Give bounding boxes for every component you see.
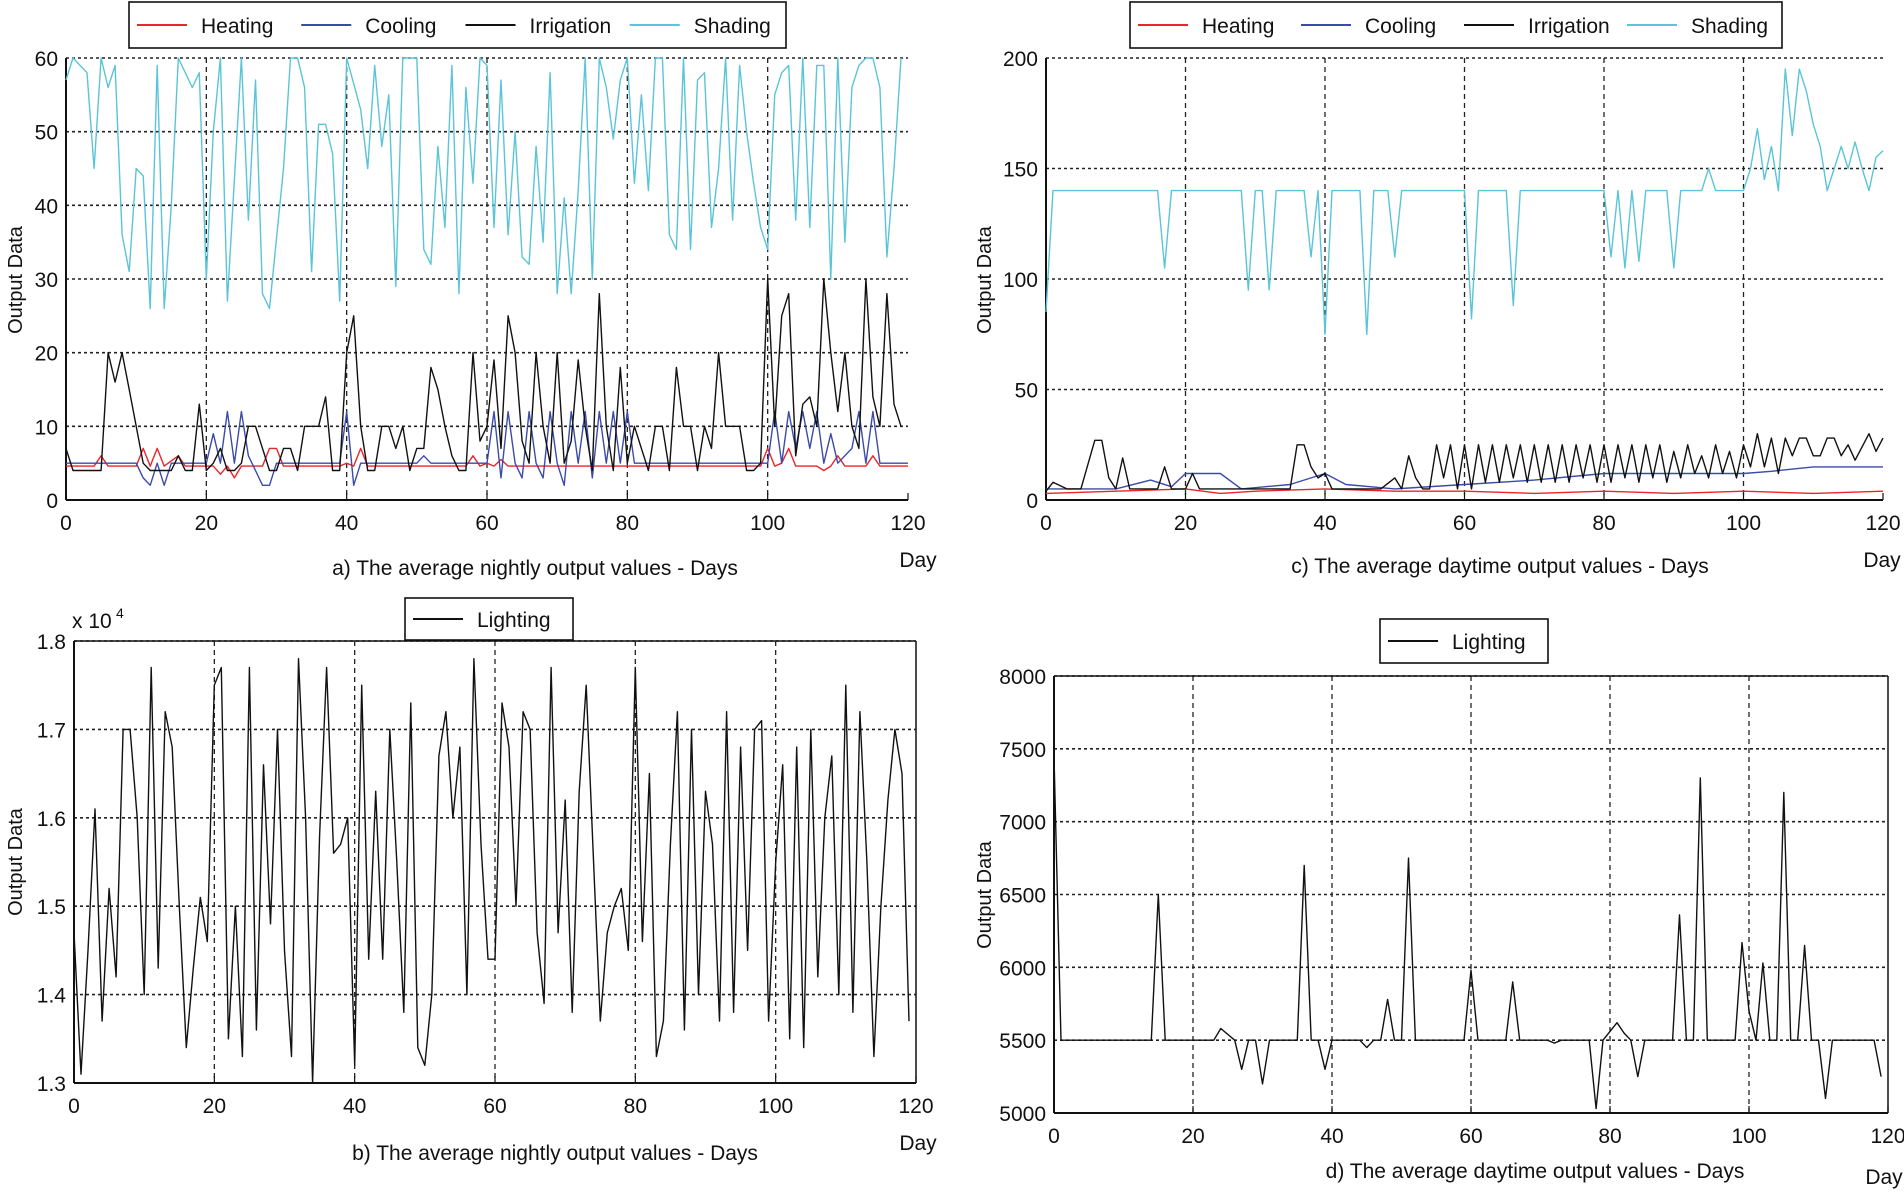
x-tick-label: 100 [758, 1095, 793, 1118]
x-tick-label: 100 [750, 512, 785, 535]
y-tick-label: 6500 [999, 885, 1046, 908]
y-tick-label: 1.3 [37, 1073, 66, 1096]
y-tick-label: 150 [1003, 159, 1038, 182]
legend-label: Irrigation [530, 15, 612, 38]
x-tick-label: 40 [343, 1095, 366, 1118]
series-line-lighting [1053, 756, 1882, 1110]
x-tick-label: 60 [1459, 1125, 1482, 1148]
legend: Heating Cooling Irrigation Shading [128, 1, 787, 49]
x-tick-label: 20 [203, 1095, 226, 1118]
x-tick-label: 40 [1320, 1125, 1343, 1148]
y-tick-label: 30 [35, 269, 58, 292]
y-tick-label: 7500 [999, 739, 1046, 762]
y-tick-label: 1.5 [37, 896, 66, 919]
chart-b: 0 20 40 60 80 100 120 1.3 1.4 1.5 1.6 1.7 1.8 Lightin… [5, 597, 937, 1165]
legend-label: Cooling [1365, 15, 1436, 38]
series-line-cooling [66, 410, 908, 486]
legend: Heating Cooling Irrigation Shading [1129, 1, 1783, 49]
x-tick-label: 120 [898, 1095, 933, 1118]
y-tick-label: 10 [35, 416, 58, 439]
x-tick-label: 20 [1181, 1125, 1204, 1148]
y-multiplier-exponent: 4 [116, 605, 124, 621]
x-tick-label: 60 [475, 512, 498, 535]
y-tick-label: 7000 [999, 812, 1046, 835]
chart-d: 0 20 40 60 80 100 120 5000 5500 6000 6500 7000 7500 8… [974, 618, 1904, 1189]
legend-label: Shading [694, 15, 771, 38]
y-tick-label: 0 [1026, 490, 1038, 513]
x-tick-label: 0 [1040, 512, 1052, 535]
y-tick-label: 60 [35, 48, 58, 71]
y-tick-label: 5500 [999, 1030, 1046, 1053]
series-line-irrigation [1045, 433, 1884, 492]
legend-label: Cooling [365, 15, 436, 38]
y-tick-label: 40 [35, 195, 58, 218]
y-tick-label: 50 [35, 122, 58, 145]
x-tick-label: 20 [1174, 512, 1197, 535]
x-tick-label: 80 [624, 1095, 647, 1118]
x-tick-label: 100 [1731, 1125, 1766, 1148]
y-axis-label: Output Data [974, 225, 996, 334]
y-tick-label: 1.6 [37, 808, 66, 831]
x-axis-label: Day [1865, 1166, 1903, 1189]
series-line-heating [1045, 488, 1884, 495]
legend-label: Lighting [477, 609, 551, 632]
chart-caption: a) The average nightly output values - D… [332, 557, 738, 580]
x-axis-label: Day [1863, 549, 1901, 572]
legend-label: Lighting [1452, 631, 1526, 654]
y-tick-label: 1.8 [37, 631, 66, 654]
x-tick-label: 0 [68, 1095, 80, 1118]
y-tick-label: 50 [1015, 380, 1038, 403]
series-line-shading [1045, 68, 1884, 335]
chart-caption: d) The average daytime output values - D… [1326, 1160, 1745, 1183]
legend: Lighting [1379, 618, 1549, 664]
x-axis-label: Day [899, 549, 937, 572]
y-axis-label: Output Data [974, 840, 996, 949]
series-line-irrigation [65, 278, 902, 472]
chart-a: 0 20 40 60 80 100 120 0 10 20 30 40 50 60 Heating Cooli… [5, 1, 937, 580]
legend-label: Shading [1691, 15, 1768, 38]
x-tick-label: 100 [1726, 512, 1761, 535]
y-multiplier: x 10 [72, 610, 112, 633]
x-axis-label: Day [899, 1132, 937, 1155]
y-axis-label: Output Data [5, 807, 27, 916]
x-tick-label: 80 [1598, 1125, 1621, 1148]
x-tick-label: 20 [195, 512, 218, 535]
chart-caption: c) The average daytime output values - D… [1291, 555, 1709, 578]
y-tick-label: 20 [35, 343, 58, 366]
legend: Lighting [404, 597, 574, 641]
x-tick-label: 0 [1048, 1125, 1060, 1148]
x-tick-label: 40 [335, 512, 358, 535]
legend-label: Heating [201, 15, 273, 38]
chart-c: 0 20 40 60 80 100 120 0 50 100 150 200 Heating Coolin… [974, 1, 1901, 578]
y-tick-label: 1.4 [37, 985, 67, 1008]
x-tick-label: 60 [1453, 512, 1476, 535]
y-tick-label: 6000 [999, 957, 1046, 980]
y-tick-label: 8000 [999, 666, 1046, 689]
x-tick-label: 120 [1865, 512, 1900, 535]
x-tick-label: 40 [1313, 512, 1336, 535]
x-tick-label: 0 [60, 512, 72, 535]
y-tick-label: 200 [1003, 48, 1038, 71]
y-tick-label: 5000 [999, 1103, 1046, 1126]
legend-label: Heating [1202, 15, 1274, 38]
y-axis-label: Output Data [5, 225, 27, 334]
y-tick-label: 1.7 [37, 719, 66, 742]
x-tick-label: 80 [616, 512, 639, 535]
series-line-heating [66, 447, 908, 479]
legend-label: Irrigation [1528, 15, 1610, 38]
x-tick-label: 120 [1870, 1125, 1904, 1148]
x-tick-label: 120 [890, 512, 925, 535]
series-line-lighting [73, 658, 910, 1084]
x-tick-label: 80 [1592, 512, 1615, 535]
x-tick-label: 60 [483, 1095, 506, 1118]
chart-caption: b) The average nightly output values - D… [352, 1142, 758, 1165]
y-tick-label: 0 [46, 490, 58, 513]
series-line-shading [65, 57, 902, 310]
y-tick-label: 100 [1003, 269, 1038, 292]
